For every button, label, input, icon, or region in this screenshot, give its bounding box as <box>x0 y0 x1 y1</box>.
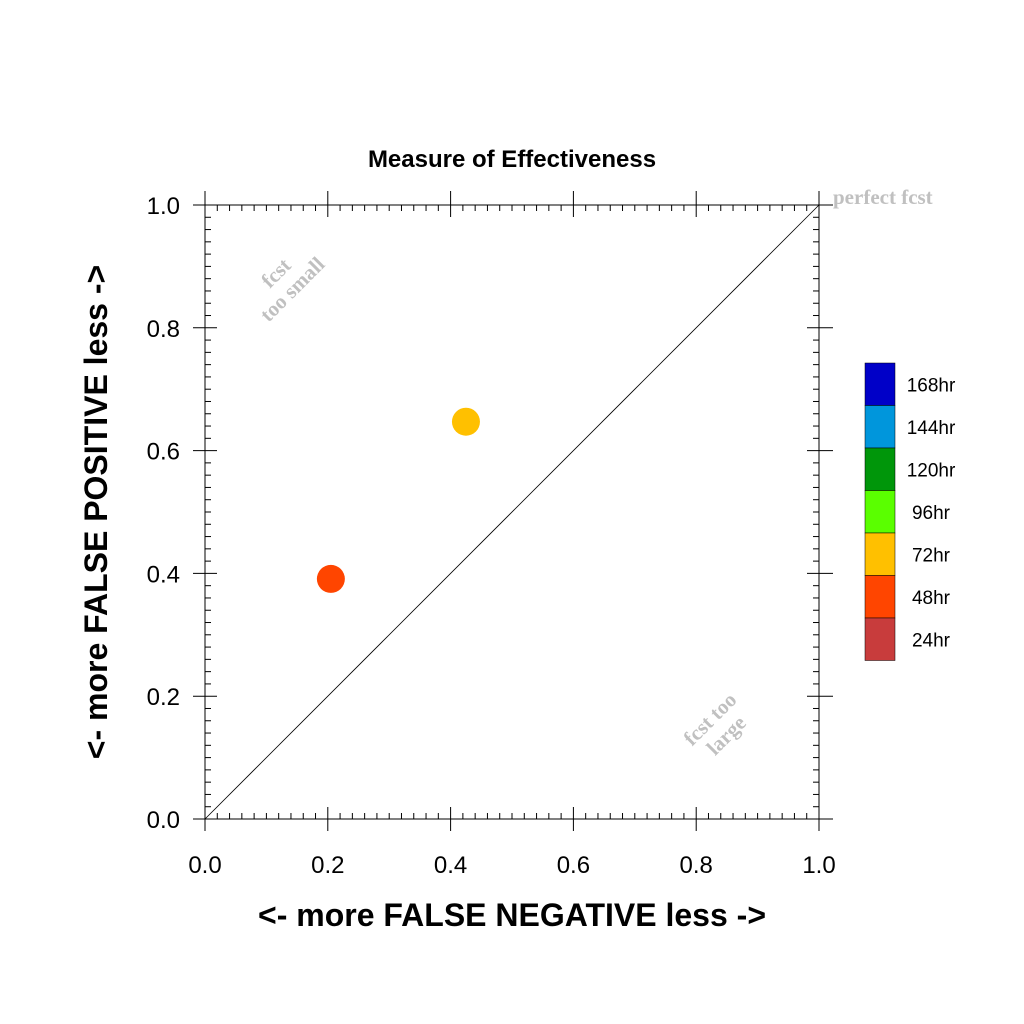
x-tick-label: 0.2 <box>311 852 344 879</box>
x-tick-label: 0.0 <box>188 852 221 879</box>
perfect-fcst-annotation: perfect fcst <box>833 185 933 209</box>
legend-label-168hr: 168hr <box>907 375 956 396</box>
y-tick-label: 0.0 <box>147 807 180 834</box>
legend-swatch-24hr <box>864 617 896 661</box>
chart-title: Measure of Effectiveness <box>368 146 656 173</box>
x-axis-label: <- more FALSE NEGATIVE less -> <box>258 897 766 933</box>
legend-label-48hr: 48hr <box>912 588 951 609</box>
legend-swatch-96hr <box>864 490 896 534</box>
x-tick-label: 0.4 <box>434 852 467 879</box>
data-point-72hr <box>451 407 480 436</box>
x-tick-label: 0.6 <box>557 852 590 879</box>
legend: 168hr 144hr 120hr 96hr 72hr 48hr 24hr <box>864 362 956 661</box>
y-tick-label: 0.4 <box>147 561 180 588</box>
data-point-48hr <box>316 564 345 593</box>
axis-ticks <box>193 191 833 831</box>
too-small-line-2: too small <box>255 252 329 326</box>
too-large-annotation: fcst too large <box>679 688 751 760</box>
legend-label-24hr: 24hr <box>912 630 951 651</box>
y-tick-label: 1.0 <box>147 193 180 220</box>
y-tick-label: 0.8 <box>147 316 180 343</box>
x-tick-labels: 0.0 0.2 0.4 0.6 0.8 1.0 <box>188 852 835 879</box>
legend-swatch-72hr <box>864 532 896 576</box>
y-tick-label: 0.2 <box>147 684 180 711</box>
legend-swatch-120hr <box>864 447 896 491</box>
reference-diagonal <box>204 204 820 820</box>
too-small-annotation: fcst too small <box>255 252 329 326</box>
y-axis-label: <- more FALSE POSITIVE less -> <box>78 265 114 759</box>
legend-label-120hr: 120hr <box>907 460 956 481</box>
y-tick-label: 0.6 <box>147 439 180 466</box>
legend-label-144hr: 144hr <box>907 418 956 439</box>
legend-label-72hr: 72hr <box>912 545 951 566</box>
legend-swatch-48hr <box>864 575 896 619</box>
legend-label-96hr: 96hr <box>912 503 951 524</box>
x-tick-label: 0.8 <box>680 852 713 879</box>
data-points <box>316 407 480 593</box>
x-tick-label: 1.0 <box>802 852 835 879</box>
y-tick-labels: 0.0 0.2 0.4 0.6 0.8 1.0 <box>147 193 180 834</box>
legend-swatch-144hr <box>864 405 896 449</box>
legend-swatch-168hr <box>864 362 896 406</box>
